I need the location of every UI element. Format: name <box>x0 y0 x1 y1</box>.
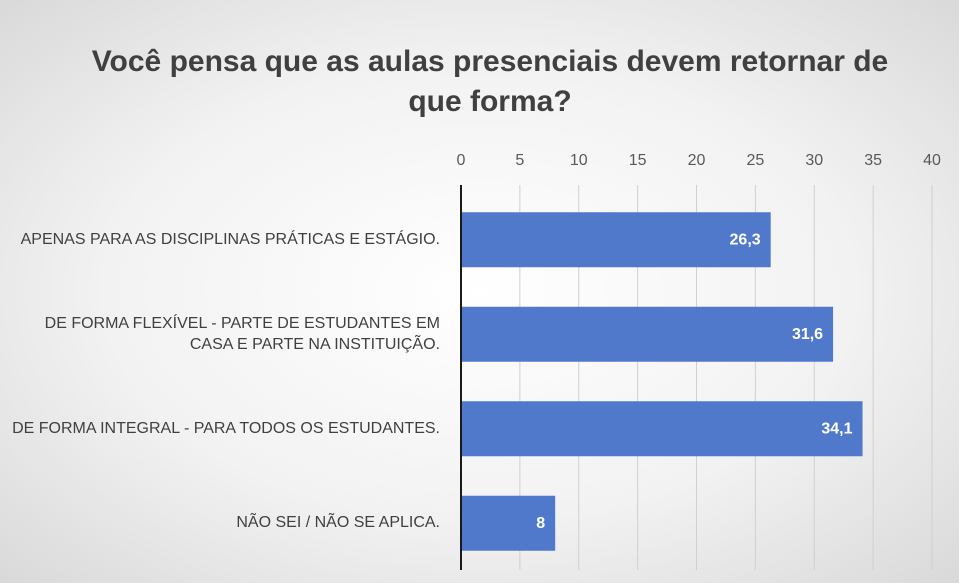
chart-title: Você pensa que as aulas presenciais deve… <box>91 45 889 118</box>
value-label: 26,3 <box>730 231 761 248</box>
value-label: 31,6 <box>792 326 823 343</box>
value-label: 8 <box>536 515 545 532</box>
x-tick-label: 5 <box>515 152 524 169</box>
y-tick-label: APENAS PARA AS DISCIPLINAS PRÁTICAS E ES… <box>20 230 440 248</box>
bar <box>461 401 863 457</box>
x-tick-label: 10 <box>570 152 588 169</box>
y-tick-label: DE FORMA INTEGRAL - PARA TODOS OS ESTUDA… <box>12 419 440 437</box>
x-tick-label: 25 <box>746 152 764 169</box>
y-tick-label: NÃO SEI / NÃO SE APLICA. <box>236 514 440 532</box>
x-tick-label: 0 <box>457 152 466 169</box>
x-tick-label: 40 <box>923 152 941 169</box>
x-tick-label: 30 <box>805 152 823 169</box>
bar <box>461 495 556 551</box>
bar <box>461 212 771 268</box>
x-tick-label: 35 <box>864 152 882 169</box>
y-tick-label: DE FORMA FLEXÍVEL - PARTE DE ESTUDANTES … <box>44 314 440 353</box>
x-tick-label: 20 <box>688 152 706 169</box>
value-label: 34,1 <box>821 420 852 437</box>
x-tick-label: 15 <box>629 152 647 169</box>
bar <box>461 306 834 362</box>
